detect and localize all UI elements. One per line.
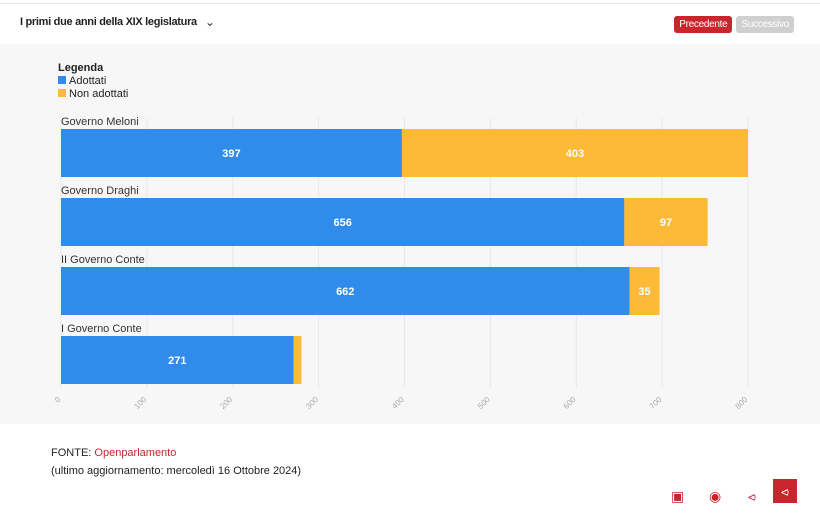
chart-selector[interactable]: I primi due anni della XIX legislatura ⌄ (20, 16, 215, 28)
navigation-buttons: Precedente Successivo (674, 16, 794, 33)
header: I primi due anni della XIX legislatura ⌄… (0, 4, 820, 44)
source-link[interactable]: Openparlamento (94, 447, 177, 459)
bar-chart: 0 100 200 300 400 500 600 700 800 Governo Meloni 3… (53, 116, 750, 411)
x-tick-label: 0 (53, 395, 63, 405)
category-label: II Governo Conte (61, 254, 145, 266)
category-label: I Governo Conte (61, 323, 142, 335)
x-tick-label: 800 (734, 395, 750, 411)
legend: Legenda Adottati Non adottati (58, 62, 128, 101)
data-label: 656 (333, 217, 351, 229)
data-label: 271 (168, 355, 186, 367)
x-tick-label: 400 (390, 395, 406, 411)
x-tick-label: 500 (476, 395, 492, 411)
x-tick-label: 100 (132, 395, 148, 411)
bar-non-adottati (629, 267, 660, 315)
data-label: 35 (638, 286, 650, 298)
x-tick-label: 700 (648, 395, 664, 411)
bar-non-adottati (401, 129, 748, 177)
bar-adottati (61, 129, 402, 177)
last-updated: (ultimo aggiornamento: mercoledì 16 Otto… (51, 465, 302, 477)
embed-code-icon[interactable]: ◉ (709, 488, 722, 504)
source-line: FONTE: Openparlamento (51, 447, 177, 459)
x-tick-label: 200 (218, 395, 234, 411)
legend-title: Legenda (58, 62, 104, 74)
data-label: 97 (660, 217, 672, 229)
share-button[interactable]: ⪦ (773, 479, 797, 503)
category-label: Governo Draghi (61, 185, 139, 197)
previous-button[interactable]: Precedente (674, 16, 733, 33)
bar-adottati (61, 198, 625, 246)
category-label: Governo Meloni (61, 116, 139, 128)
chevron-down-icon[interactable]: ⌄ (204, 15, 215, 29)
share-icon[interactable]: ⪦ (748, 488, 756, 504)
chart-selector-title[interactable]: I primi due anni della XIX legislatura (20, 16, 197, 28)
top-border (0, 0, 820, 4)
x-tick-label: 600 (562, 395, 578, 411)
data-label: 403 (566, 148, 584, 160)
bar-non-adottati (624, 198, 708, 246)
legend-item-non-adottati: Non adottati (58, 88, 128, 101)
data-label: 397 (222, 148, 240, 160)
bar-adottati (61, 336, 294, 384)
data-label: 662 (336, 286, 354, 298)
bar-non-adottati (293, 336, 302, 384)
image-download-icon[interactable]: ▣ (671, 488, 685, 504)
bar-adottati (61, 267, 630, 315)
next-button[interactable]: Successivo (736, 16, 794, 33)
x-tick-label: 300 (304, 395, 320, 411)
legend-item-adottati: Adottati (58, 75, 128, 88)
